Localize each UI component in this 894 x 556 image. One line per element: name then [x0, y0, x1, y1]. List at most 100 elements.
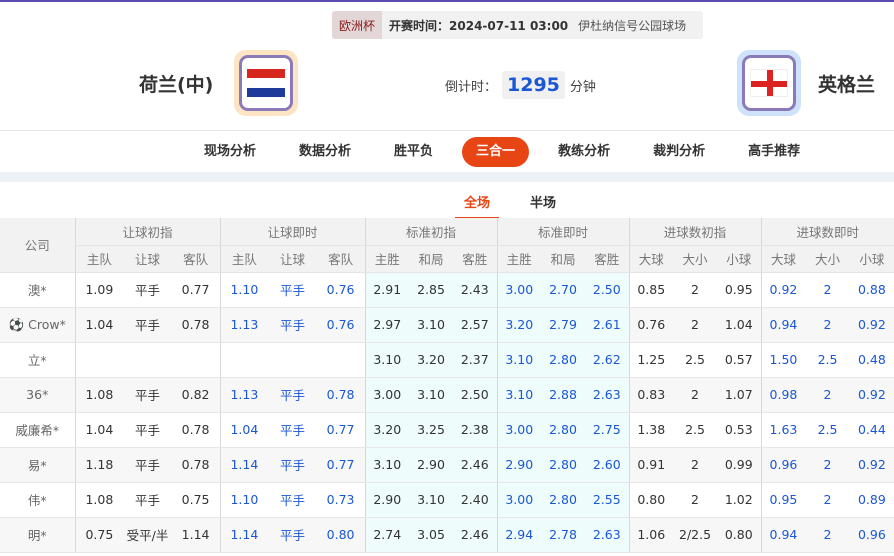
- table-row[interactable]: 威廉希* 1.04 平手 0.78 1.04 平手 0.77 3.20 3.25 2.38 3.00…: [0, 412, 894, 448]
- odds-cell: 2.78: [541, 517, 586, 553]
- sub-header: 主胜: [364, 245, 409, 273]
- odds-cell: 2.37: [453, 342, 498, 378]
- odds-cell: 0.92: [849, 447, 894, 483]
- odds-cell: 0.96: [760, 447, 806, 483]
- odds-cell: 0.78: [171, 307, 220, 343]
- group-header: 标准初指: [364, 218, 498, 246]
- odds-cell: 1.06: [628, 517, 674, 553]
- odds-cell: 2.55: [585, 482, 630, 518]
- odds-cell: 2: [673, 482, 718, 518]
- period-tab-0[interactable]: 全场: [455, 192, 500, 219]
- nav-tab-6[interactable]: 高手推荐: [748, 144, 801, 159]
- odds-cell: 平手: [268, 412, 317, 448]
- odds-cell: 平手: [268, 272, 317, 308]
- odds-cell: 3.10: [409, 307, 453, 343]
- odds-cell: 3.10: [409, 377, 453, 413]
- odds-cell: 1.13: [219, 377, 269, 413]
- odds-cell: 平手: [123, 377, 172, 413]
- odds-cell: 3.00: [496, 272, 542, 308]
- odds-cell: [219, 342, 269, 378]
- odds-cell: 1.14: [219, 517, 269, 553]
- sub-header: 小球: [849, 245, 894, 273]
- odds-cell: [268, 342, 317, 378]
- nav-tab-1[interactable]: 数据分析: [299, 144, 352, 159]
- table-row[interactable]: ⚽ Crow* 1.04 平手 0.78 1.13 平手 0.76 2.97 3.10 2.57 3…: [0, 307, 894, 343]
- company-cell: 澳*: [0, 272, 75, 308]
- odds-cell: 2.50: [453, 377, 498, 413]
- header-sub-row: 主队 让球 客队 主队 让球 客队 主胜 和局 客胜 主胜 和局 客胜 大球 大小 小球 大球 大小 小球: [0, 245, 894, 273]
- away-team-name[interactable]: 英格兰: [818, 74, 876, 96]
- table-row[interactable]: 澳* 1.09 平手 0.77 1.10 平手 0.76 2.91 2.85 2.43 3.00 2.…: [0, 272, 894, 308]
- odds-cell: 0.89: [849, 482, 894, 518]
- odds-cell: 2: [673, 447, 718, 483]
- sub-header: 客胜: [453, 245, 498, 273]
- england-flag-icon: [750, 69, 788, 97]
- odds-cell: 1.04: [717, 307, 762, 343]
- company-cell: 威廉希*: [0, 412, 75, 448]
- odds-cell: 2.57: [453, 307, 498, 343]
- odds-cell: 0.80: [628, 482, 674, 518]
- odds-cell: 2.80: [541, 342, 586, 378]
- nav-tab-0[interactable]: 现场分析: [204, 144, 257, 159]
- sub-header: 主队: [74, 245, 124, 273]
- odds-cell: 1.04: [74, 307, 124, 343]
- odds-cell: 1.14: [171, 517, 220, 553]
- odds-cell: 平手: [123, 307, 172, 343]
- odds-cell: 1.14: [219, 447, 269, 483]
- nav-tab-3[interactable]: 三合一: [462, 137, 530, 167]
- table-row[interactable]: 36* 1.08 平手 0.82 1.13 平手 0.78 3.00 3.10 2.50 3.10 2…: [0, 377, 894, 413]
- odds-cell: 0.94: [760, 307, 806, 343]
- venue: 伊杜纳信号公园球场: [578, 18, 687, 33]
- odds-cell: 0.92: [760, 272, 806, 308]
- header-group-row: 公司 让球初指 让球即时 标准初指 标准即时 进球数初指 进球数即时: [0, 218, 894, 273]
- away-team-logo[interactable]: [737, 50, 801, 116]
- analysis-nav: 现场分析 数据分析 胜平负 三合一 教练分析 裁判分析 高手推荐: [190, 137, 829, 167]
- sub-header: 小球: [717, 245, 762, 273]
- odds-cell: 平手: [268, 517, 317, 553]
- odds-cell: 1.08: [74, 377, 124, 413]
- home-team-name[interactable]: 荷兰(中): [139, 74, 214, 96]
- table-row[interactable]: 立* 3.10 3.20 2.37 3.10 2.80 2.62 1.25 2.5 0.57 1.5…: [0, 342, 894, 378]
- odds-cell: 3.25: [409, 412, 453, 448]
- company-cell: 36*: [0, 377, 75, 413]
- nav-tab-5[interactable]: 裁判分析: [653, 144, 706, 159]
- table-row[interactable]: 明* 0.75 受平/半 1.14 1.14 平手 0.80 2.74 3.05 2.46 2.94…: [0, 517, 894, 553]
- odds-cell: 3.00: [496, 482, 542, 518]
- sub-header: 和局: [541, 245, 586, 273]
- sub-header: 大小: [805, 245, 850, 273]
- odds-cell: 0.44: [849, 412, 894, 448]
- odds-cell: [316, 342, 365, 378]
- odds-cell: 平手: [123, 482, 172, 518]
- table-row[interactable]: 伟* 1.08 平手 0.75 1.10 平手 0.73 2.90 3.10 2.40 3.00 2.…: [0, 482, 894, 518]
- odds-cell: 0.75: [74, 517, 124, 553]
- odds-cell: 2.70: [541, 272, 586, 308]
- league-badge[interactable]: 欧洲杯: [332, 11, 383, 39]
- odds-cell: 0.92: [849, 377, 894, 413]
- odds-cell: 0.99: [717, 447, 762, 483]
- odds-cell: 2.85: [409, 272, 453, 308]
- odds-cell: 3.20: [496, 307, 542, 343]
- nav-tab-4[interactable]: 教练分析: [558, 144, 611, 159]
- odds-cell: 0.95: [717, 272, 762, 308]
- odds-cell: 0.83: [628, 377, 674, 413]
- odds-cell: [171, 342, 220, 378]
- odds-cell: 3.00: [496, 412, 542, 448]
- odds-cell: 0.98: [760, 377, 806, 413]
- odds-cell: 2: [805, 447, 850, 483]
- odds-cell: 2: [673, 377, 718, 413]
- period-tab-1[interactable]: 半场: [530, 196, 557, 211]
- odds-cell: 2.80: [541, 412, 586, 448]
- odds-cell: 2.90: [409, 447, 453, 483]
- odds-cell: 3.20: [409, 342, 453, 378]
- odds-cell: 1.02: [717, 482, 762, 518]
- match-info-bar: 欧洲杯 开赛时间：2024-07-11 03:00 伊杜纳信号公园球场: [332, 11, 703, 39]
- odds-cell: 2.5: [805, 342, 850, 378]
- odds-cell: 2.63: [585, 377, 630, 413]
- divider-band: [0, 172, 894, 182]
- home-team-logo[interactable]: [234, 50, 298, 116]
- table-row[interactable]: 易* 1.18 平手 0.78 1.14 平手 0.77 3.10 2.90 2.46 2.90 2.…: [0, 447, 894, 483]
- nav-tab-2[interactable]: 胜平负: [394, 144, 434, 159]
- odds-cell: 2.50: [585, 272, 630, 308]
- odds-cell: 2.5: [673, 342, 718, 378]
- company-header: 公司: [0, 218, 75, 273]
